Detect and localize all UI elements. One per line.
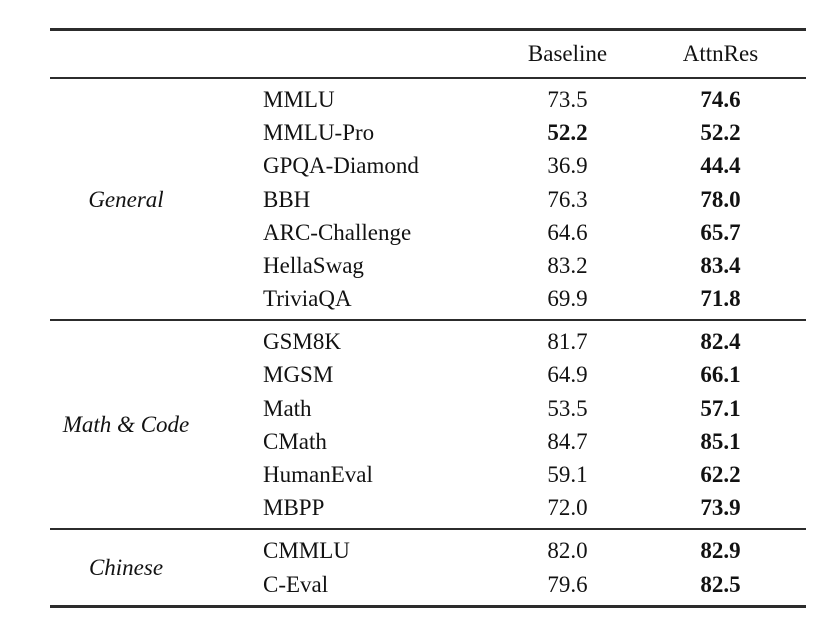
group-label: Chinese [88, 554, 164, 580]
attnres-value: 57.1 [700, 395, 741, 421]
group-math-code: Math & Code GSM8K 81.7 82.4 MGSM 64.9 66… [50, 321, 806, 531]
table-header-row: Baseline AttnRes [50, 31, 806, 79]
results-table: Baseline AttnRes General MMLU 73.5 74.6 … [50, 28, 806, 608]
benchmark-name: GPQA-Diamond [263, 153, 419, 179]
attnres-value: 83.4 [700, 252, 741, 278]
benchmark-name: TriviaQA [263, 286, 352, 312]
baseline-value: 79.6 [547, 571, 588, 597]
benchmark-name: MMLU-Pro [263, 120, 375, 146]
attnres-value: 65.7 [700, 219, 741, 245]
benchmark-name: MBPP [263, 495, 325, 521]
benchmark-name: C-Eval [263, 571, 329, 597]
attnres-value: 82.9 [700, 538, 741, 564]
column-header-baseline: Baseline [527, 41, 608, 67]
baseline-value: 36.9 [547, 153, 588, 179]
baseline-value: 82.0 [547, 538, 588, 564]
attnres-value: 44.4 [700, 153, 741, 179]
baseline-value: 59.1 [547, 462, 588, 487]
baseline-value: 64.6 [547, 219, 588, 245]
attnres-value: 82.4 [700, 329, 741, 355]
attnres-value: 71.8 [700, 286, 741, 312]
benchmark-name: MMLU [263, 86, 335, 112]
benchmark-name: HumanEval [263, 462, 373, 487]
baseline-value: 83.2 [547, 252, 588, 278]
group-general: General MMLU 73.5 74.6 MMLU-Pro 52.2 52.… [50, 79, 806, 322]
baseline-value: 64.9 [547, 362, 588, 388]
column-header-attnres: AttnRes [682, 41, 759, 67]
benchmark-name: CMMLU [263, 538, 350, 564]
attnres-value: 74.6 [700, 86, 741, 112]
attnres-value: 73.9 [700, 495, 741, 521]
benchmark-name: ARC-Challenge [263, 219, 412, 245]
baseline-value: 84.7 [547, 428, 588, 454]
attnres-value: 66.1 [700, 362, 741, 388]
baseline-value: 53.5 [547, 395, 588, 421]
benchmark-name: MGSM [263, 362, 334, 388]
attnres-value: 62.2 [700, 462, 741, 487]
group-label: Math & Code [62, 412, 190, 438]
attnres-value: 52.2 [700, 120, 741, 146]
baseline-value: 73.5 [547, 86, 588, 112]
group-label: General [88, 186, 164, 212]
baseline-value: 69.9 [547, 286, 588, 312]
group-chinese: Chinese CMMLU 82.0 82.9 C-Eval 79.6 82.5 [50, 530, 806, 608]
benchmark-name: BBH [263, 186, 311, 212]
attnres-value: 78.0 [700, 186, 741, 212]
baseline-value: 76.3 [547, 186, 588, 212]
benchmark-name: CMath [263, 428, 327, 454]
attnres-value: 85.1 [700, 428, 741, 454]
baseline-value: 52.2 [547, 120, 588, 146]
benchmark-name: GSM8K [263, 329, 341, 355]
attnres-value: 82.5 [700, 571, 741, 597]
benchmark-name: HellaSwag [263, 252, 364, 278]
baseline-value: 81.7 [547, 329, 588, 355]
baseline-value: 72.0 [547, 495, 588, 521]
benchmark-name: Math [263, 395, 312, 421]
